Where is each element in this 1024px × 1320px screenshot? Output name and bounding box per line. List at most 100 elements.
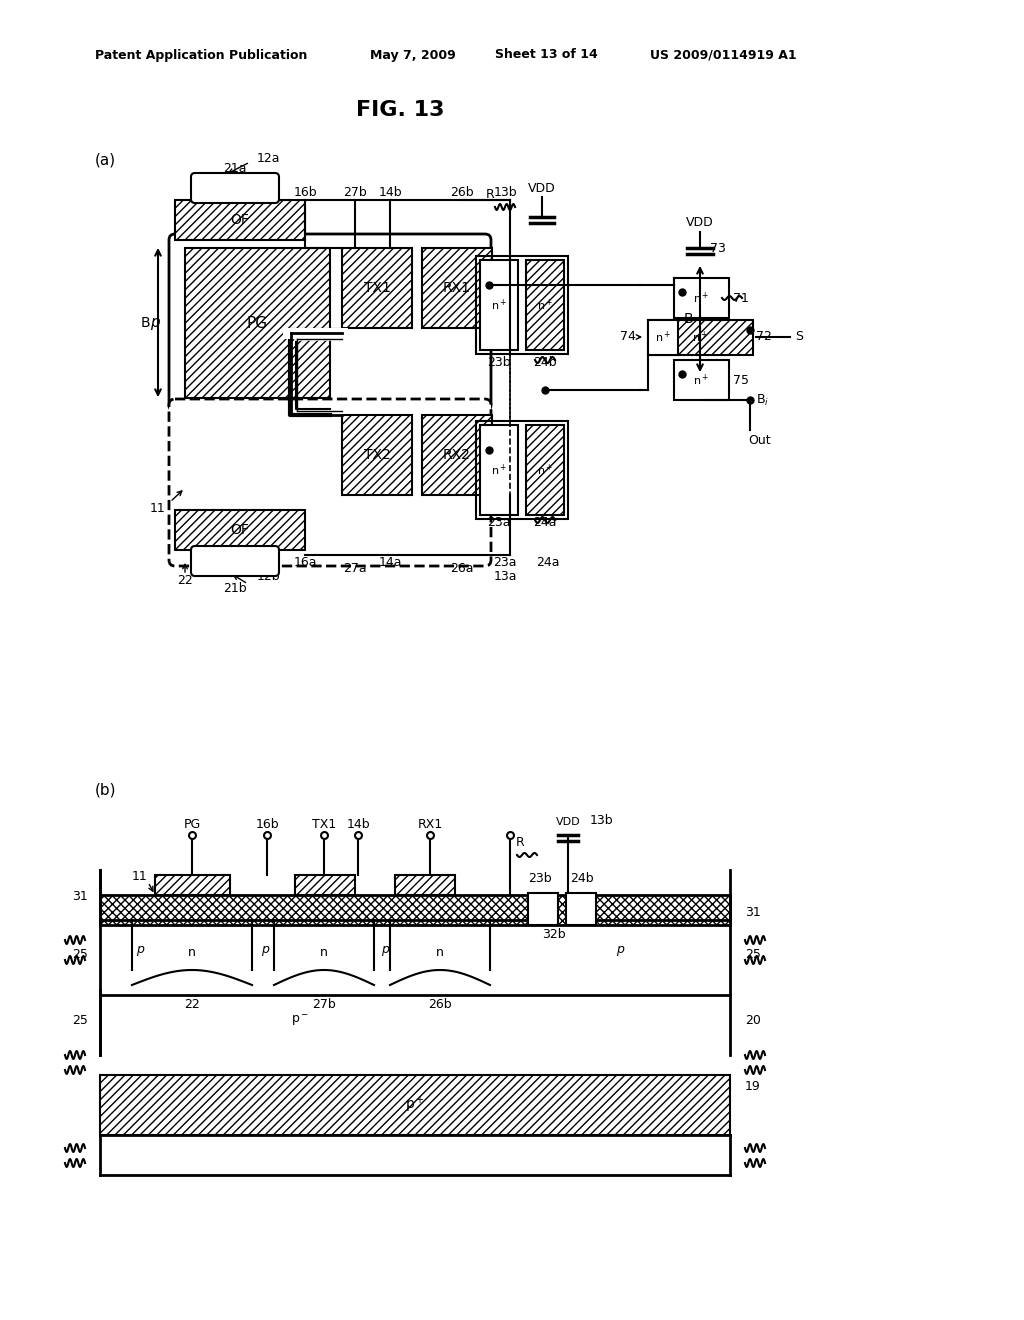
Text: 20: 20 [745,1014,761,1027]
Text: n: n [321,945,328,958]
Text: B: B [140,315,150,330]
Text: n$^+$: n$^+$ [536,903,550,916]
Text: 13b: 13b [590,813,613,826]
Text: RX2: RX2 [443,447,471,462]
Text: n$^+$: n$^+$ [537,297,553,313]
Text: TX2: TX2 [364,447,390,462]
Text: (b): (b) [95,783,117,797]
Bar [476,256,568,354]
Text: US 2009/0114919 A1: US 2009/0114919 A1 [650,49,797,62]
Text: 31: 31 [745,906,761,919]
Text: 24a: 24a [537,556,560,569]
Text: PG: PG [247,315,267,330]
Text: 24a: 24a [534,516,557,528]
Text: n$^+$: n$^+$ [693,290,710,306]
Text: 11: 11 [132,870,147,883]
Text: 16b: 16b [293,186,316,198]
Bar [526,425,564,515]
Text: 75: 75 [733,374,749,387]
Text: OF: OF [230,213,250,227]
Bar [175,201,305,240]
Text: TX1: TX1 [312,818,336,832]
Bar [674,360,729,400]
FancyBboxPatch shape [191,546,279,576]
Bar [185,248,330,399]
FancyBboxPatch shape [169,234,490,411]
Text: n$^+$: n$^+$ [693,372,710,388]
Bar [295,875,355,895]
Text: R: R [485,189,495,202]
Text: 19: 19 [745,1081,761,1093]
Text: 12b: 12b [256,569,280,582]
Text: RX1: RX1 [443,281,471,294]
Text: 16b: 16b [255,818,279,832]
Text: n$^+$: n$^+$ [537,462,553,478]
Bar [155,875,230,895]
Text: 14b: 14b [346,818,370,832]
Text: 21a: 21a [223,161,247,174]
Text: 73: 73 [710,242,726,255]
FancyBboxPatch shape [191,173,279,203]
Text: Sheet 13 of 14: Sheet 13 of 14 [495,49,598,62]
FancyBboxPatch shape [169,399,490,566]
Text: p: p [151,315,160,330]
Text: R: R [516,837,524,850]
Text: 13a: 13a [494,570,517,583]
Text: 72: 72 [756,330,772,343]
Text: p$^+$: p$^+$ [406,1094,425,1115]
Text: VDD: VDD [528,181,556,194]
Text: 23b: 23b [528,871,552,884]
Text: n$^+$: n$^+$ [573,903,588,916]
Text: 27b: 27b [312,998,336,1011]
Text: 14b: 14b [378,186,401,198]
Text: n$^+$: n$^+$ [490,297,507,313]
Text: p: p [381,944,389,957]
Bar [480,260,518,350]
Text: 14a: 14a [378,556,401,569]
Text: 31: 31 [73,891,88,903]
Text: 25: 25 [745,949,761,961]
Text: 25: 25 [72,1014,88,1027]
Text: Patent Application Publication: Patent Application Publication [95,49,307,62]
Bar [342,248,412,327]
Bar [528,894,558,925]
Text: 25: 25 [72,949,88,961]
Text: p: p [616,944,624,957]
Text: FIG. 13: FIG. 13 [355,100,444,120]
Text: 23a: 23a [494,556,517,569]
Text: PG: PG [183,818,201,832]
Text: n$^+$: n$^+$ [692,330,709,345]
Text: 26b: 26b [451,186,474,198]
Bar [674,279,729,318]
Bar [100,1074,730,1135]
Text: 27b: 27b [343,186,367,198]
Bar [648,319,753,355]
Text: B: B [683,312,693,326]
Bar [422,414,492,495]
Bar [566,894,596,925]
Text: 71: 71 [733,292,749,305]
Bar [526,260,564,350]
Text: p: p [261,944,269,957]
Text: n: n [188,945,196,958]
Text: 11: 11 [151,502,166,515]
Text: 24b: 24b [570,871,594,884]
Text: n$^+$: n$^+$ [227,553,243,569]
Bar [422,248,492,327]
Text: 24b: 24b [534,355,557,368]
Text: RX1: RX1 [418,818,442,832]
Text: B$_i$: B$_i$ [756,392,769,408]
Text: n$^+$: n$^+$ [227,181,243,195]
Bar [100,920,730,995]
Bar [476,421,568,519]
Text: 22: 22 [184,998,200,1011]
Text: TX1: TX1 [364,281,390,294]
Text: 22: 22 [177,573,193,586]
Text: 27a: 27a [343,562,367,576]
Bar [395,875,455,895]
Text: 23b: 23b [487,355,511,368]
Text: 26a: 26a [451,562,474,576]
Text: p$^-$: p$^-$ [291,1012,309,1028]
Text: 16a: 16a [293,556,316,569]
Bar [100,895,730,925]
